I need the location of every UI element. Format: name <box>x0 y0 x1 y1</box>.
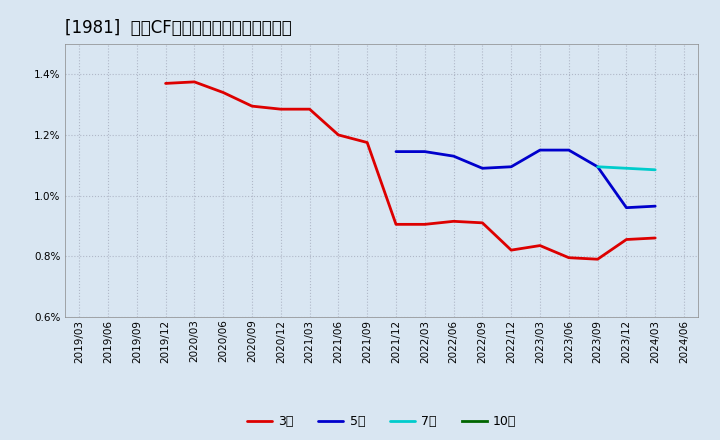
3年 <box>564 255 573 260</box>
5年 <box>478 165 487 171</box>
5年 <box>449 154 458 159</box>
3年 <box>276 106 285 112</box>
5年 <box>651 204 660 209</box>
3年 <box>190 79 199 84</box>
3年 <box>536 243 544 248</box>
3年 <box>593 257 602 262</box>
3年 <box>248 103 256 109</box>
Text: [1981]  営業CFマージンの標準偏差の推移: [1981] 営業CFマージンの標準偏差の推移 <box>65 19 292 37</box>
3年 <box>420 222 429 227</box>
3年 <box>161 81 170 86</box>
3年 <box>622 237 631 242</box>
3年 <box>651 235 660 241</box>
Line: 3年: 3年 <box>166 82 655 259</box>
7年 <box>593 164 602 169</box>
3年 <box>363 140 372 145</box>
Line: 7年: 7年 <box>598 167 655 170</box>
3年 <box>449 219 458 224</box>
5年 <box>420 149 429 154</box>
5年 <box>536 147 544 153</box>
3年 <box>507 247 516 253</box>
5年 <box>564 147 573 153</box>
3年 <box>305 106 314 112</box>
3年 <box>334 132 343 138</box>
5年 <box>622 205 631 210</box>
3年 <box>392 222 400 227</box>
3年 <box>478 220 487 225</box>
7年 <box>622 165 631 171</box>
3年 <box>219 90 228 95</box>
5年 <box>392 149 400 154</box>
Line: 5年: 5年 <box>396 150 655 208</box>
Legend: 3年, 5年, 7年, 10年: 3年, 5年, 7年, 10年 <box>242 411 521 433</box>
7年 <box>651 167 660 172</box>
5年 <box>507 164 516 169</box>
5年 <box>593 164 602 169</box>
